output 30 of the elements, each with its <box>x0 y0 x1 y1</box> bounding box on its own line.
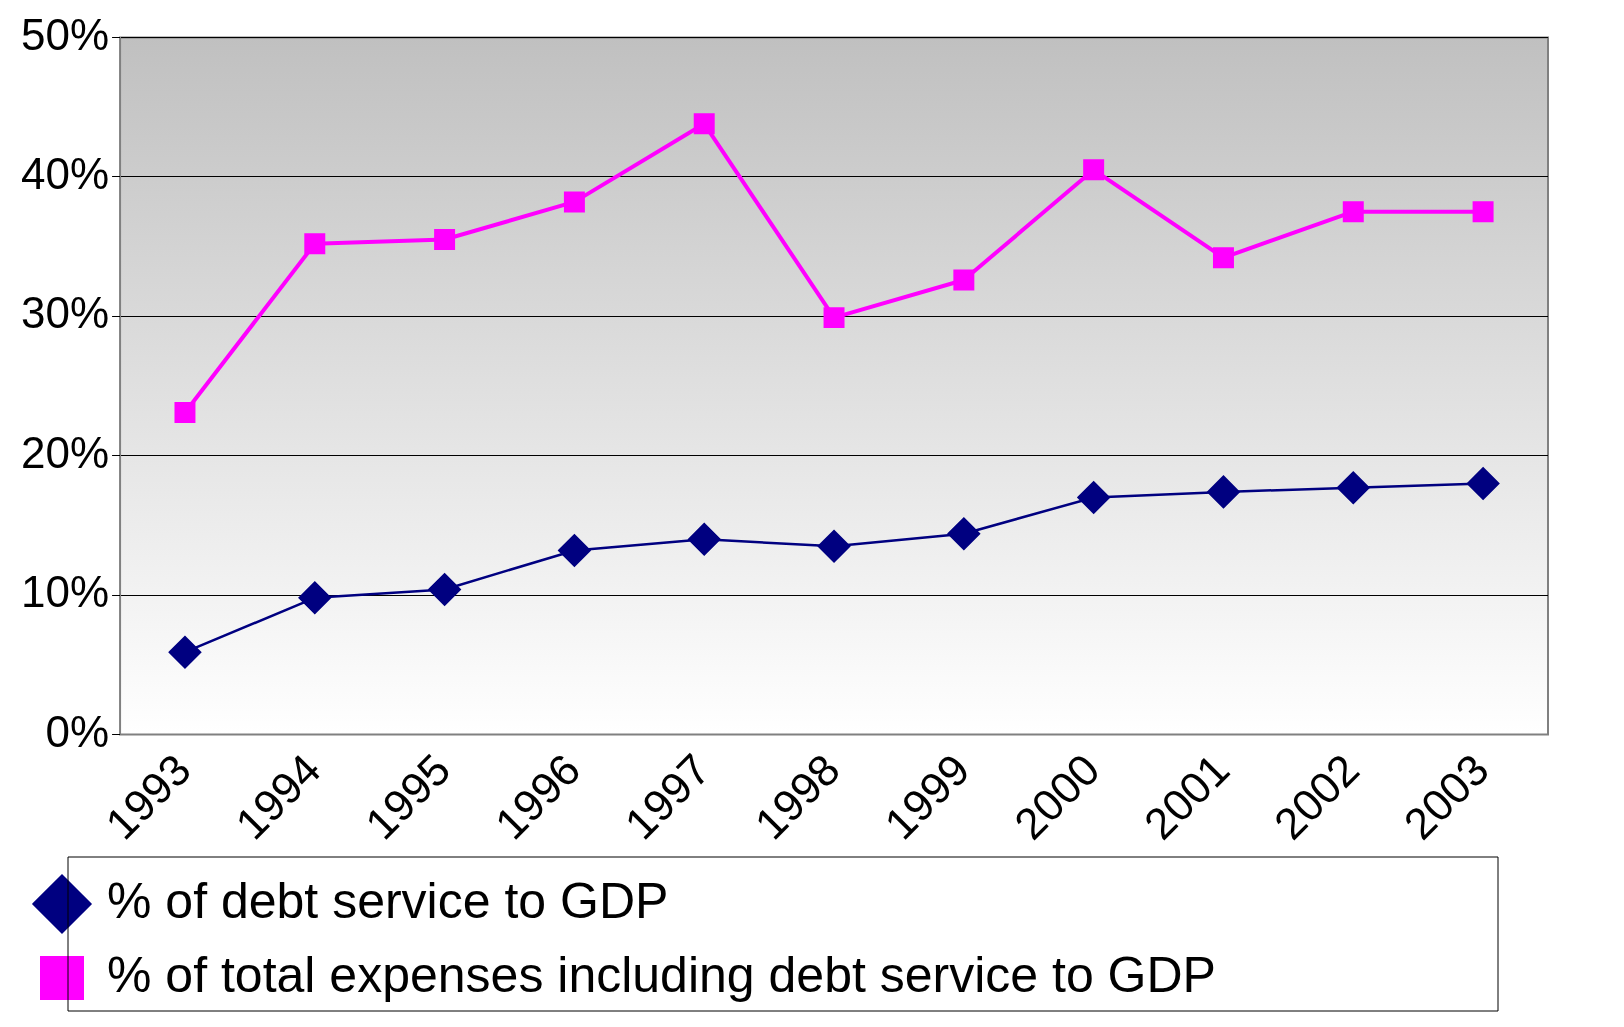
y-tick-label: 50% <box>20 9 110 59</box>
legend-label: % of debt service to GDP <box>107 872 669 929</box>
point <box>687 523 721 556</box>
y-tick-label: 40% <box>20 148 110 198</box>
point <box>168 635 202 669</box>
y-tick-label: 20% <box>20 427 110 477</box>
point <box>947 517 981 550</box>
point <box>1466 467 1500 500</box>
point <box>1083 159 1105 181</box>
point <box>823 307 845 329</box>
point <box>1337 471 1370 504</box>
y-tick-label: 0% <box>45 706 110 756</box>
point <box>953 269 975 291</box>
point <box>304 233 326 255</box>
y-tick-label: 10% <box>20 567 110 617</box>
point <box>558 534 591 567</box>
point <box>1472 201 1494 223</box>
y-tick-label: 30% <box>20 288 110 338</box>
point <box>1342 201 1364 223</box>
point <box>1207 475 1240 509</box>
point <box>563 191 585 213</box>
point <box>174 401 196 423</box>
point <box>693 113 715 135</box>
point <box>1212 247 1234 269</box>
point <box>817 530 851 563</box>
point <box>428 573 461 606</box>
point <box>298 581 332 615</box>
legend-label: % of total expenses including debt service to GDP <box>107 946 1216 1003</box>
point <box>434 229 456 251</box>
point <box>1077 481 1110 514</box>
